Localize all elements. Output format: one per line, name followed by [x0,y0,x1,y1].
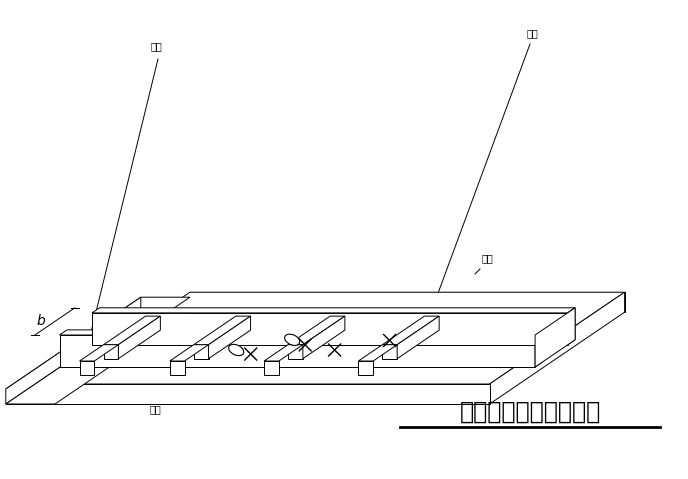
Polygon shape [59,335,535,367]
Polygon shape [6,312,190,404]
Polygon shape [6,389,55,404]
Polygon shape [383,316,439,345]
Polygon shape [194,345,208,359]
Polygon shape [358,361,373,375]
Polygon shape [190,292,625,312]
Text: b: b [36,314,45,329]
Polygon shape [568,308,575,345]
Polygon shape [6,297,141,404]
Polygon shape [535,330,543,367]
Polygon shape [118,316,160,359]
Polygon shape [92,308,575,313]
Polygon shape [288,316,345,345]
Ellipse shape [228,344,244,355]
Polygon shape [80,345,118,361]
Polygon shape [55,292,625,384]
Polygon shape [80,361,94,375]
Polygon shape [358,345,397,361]
Polygon shape [194,316,250,345]
Polygon shape [383,345,397,359]
Polygon shape [92,313,568,345]
Text: 支撑: 支撑 [526,28,538,38]
Ellipse shape [285,334,300,345]
Polygon shape [397,316,439,359]
Text: 导墙: 导墙 [150,41,162,51]
Text: 导墙: 导墙 [482,253,494,263]
Polygon shape [59,330,543,335]
Polygon shape [55,384,490,404]
Polygon shape [264,345,303,361]
Polygon shape [264,361,279,375]
Polygon shape [535,308,575,367]
Polygon shape [303,316,345,359]
Polygon shape [170,345,208,361]
Polygon shape [104,316,160,345]
Polygon shape [288,345,303,359]
Polygon shape [208,316,250,359]
Polygon shape [6,297,190,389]
Polygon shape [104,345,118,359]
Polygon shape [490,292,625,404]
Polygon shape [170,361,184,375]
Text: 支撑: 支撑 [149,404,161,414]
Text: 地下连续墙导墙立面图: 地下连续墙导墙立面图 [460,400,601,424]
